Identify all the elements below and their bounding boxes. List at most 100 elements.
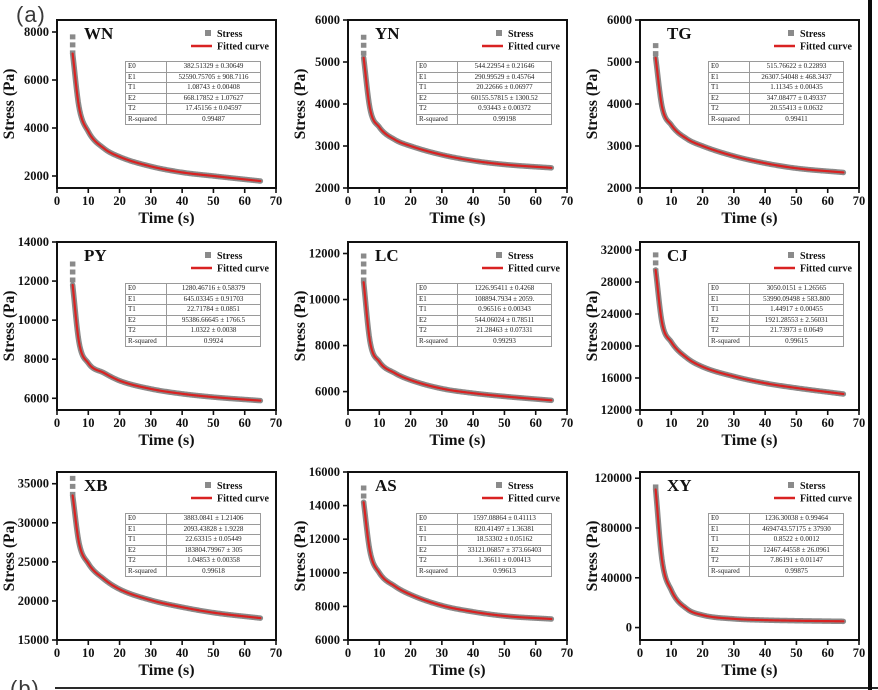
fit-parameter-row: T1 22.71784 ± 0.0851 [125, 304, 261, 316]
fit-parameter-row: T2 7.86191 ± 0.01147 [708, 555, 844, 567]
fit-parameters-table: E0 1280.46716 ± 0.58379 E1 645.03345 ± 0.91… [125, 283, 261, 347]
fit-parameter-value: 0.96516 ± 0.00343 [457, 304, 552, 316]
fit-parameter-label: E2 [125, 544, 167, 556]
x-tick-label: 40 [176, 194, 189, 208]
fit-parameter-row: E2 347.08477 ± 0.49337 [708, 92, 844, 104]
panel-title: AS [375, 476, 397, 495]
x-tick-label: 60 [821, 194, 834, 208]
fit-parameter-label: T1 [416, 82, 458, 94]
x-tick-label: 40 [467, 194, 480, 208]
fitted-curve-series [71, 283, 262, 402]
x-axis-title: Time (s) [138, 210, 194, 227]
panel-title: XB [84, 476, 108, 495]
y-tick-label: 8000 [24, 352, 49, 366]
y-tick-label: 32000 [601, 243, 632, 257]
x-tick-label: 30 [145, 194, 158, 208]
x-tick-label: 30 [436, 646, 449, 660]
chart-panel: 0 10 20 30 40 50 60 70 0 40000 80000 120000 Time (s)… [583, 456, 876, 686]
x-axis-title: Time (s) [721, 662, 777, 679]
x-tick-label: 20 [696, 194, 709, 208]
panel-title: WN [84, 24, 114, 43]
fit-parameter-row: E0 515.76622 ± 0.22893 [708, 61, 844, 73]
fit-parameter-value: 108894.7934 ± 2059. [457, 293, 552, 305]
x-tick-label: 10 [373, 646, 386, 660]
y-axis-title: Stress (Pa) [292, 69, 309, 140]
axes-frame [56, 19, 277, 189]
x-tick-label: 50 [498, 646, 511, 660]
x-tick-label: 50 [207, 416, 220, 430]
fit-parameter-value: 4694743.57175 ± 37930 [749, 523, 844, 535]
x-tick-label: 50 [207, 194, 220, 208]
x-tick-label: 70 [561, 194, 574, 208]
figure-label-b: (b) [10, 676, 40, 690]
y-tick-label: 15000 [18, 633, 49, 647]
figure-right-border [868, 0, 872, 690]
x-tick-label: 10 [82, 646, 95, 660]
fit-parameter-label: E1 [125, 71, 167, 83]
fit-parameter-value: 0.99293 [457, 335, 552, 347]
plot-area: 0 10 20 30 40 50 60 70 2000 3000 4000 5000 6000 Time … [584, 13, 866, 227]
y-tick-label: 35000 [18, 477, 49, 491]
y-tick-label: 12000 [18, 274, 49, 288]
stress-legend-marker [788, 30, 794, 36]
x-tick-label: 60 [529, 194, 542, 208]
y-tick-label: 2000 [24, 169, 49, 183]
fit-parameter-row: T1 22.63315 ± 0.05449 [125, 534, 261, 546]
y-axis-title: Stress (Pa) [584, 521, 601, 592]
panel-title: PY [84, 246, 107, 265]
x-tick-label: 10 [665, 416, 678, 430]
x-tick-label: 20 [113, 646, 126, 660]
stress-legend-marker [788, 252, 794, 258]
x-axis-title: Time (s) [721, 210, 777, 227]
x-tick-label: 70 [853, 646, 866, 660]
fit-parameter-row: T2 1.36611 ± 0.00413 [416, 555, 552, 567]
x-tick-label: 10 [665, 194, 678, 208]
y-tick-label: 16000 [309, 465, 340, 479]
y-axis-title: Stress (Pa) [292, 291, 309, 362]
fit-parameter-row: R-squared 0.99198 [416, 113, 552, 125]
fit-parameter-row: T1 18.53302 ± 0.05162 [416, 534, 552, 546]
x-tick-label: 0 [345, 194, 351, 208]
y-tick-label: 2000 [607, 181, 632, 195]
fit-parameter-label: E1 [416, 293, 458, 305]
fit-parameter-label: R-squared [416, 565, 458, 577]
fit-parameter-row: R-squared 0.9924 [125, 335, 261, 347]
y-axis-title: Stress (Pa) [584, 69, 601, 140]
fit-parameter-value: 382.51329 ± 0.30649 [166, 61, 261, 73]
fit-parameter-value: 0.99613 [457, 565, 552, 577]
plot-area: 0 10 20 30 40 50 60 70 6000 8000 10000 12000 Time (s… [292, 241, 573, 449]
x-tick-label: 40 [759, 416, 772, 430]
fit-parameter-value: 0.99487 [166, 113, 261, 125]
chart-panel: 0 10 20 30 40 50 60 70 2000 4000 6000 8000 Time (s) S… [0, 4, 293, 234]
fit-parameter-row: E2 1921.28553 ± 2.56031 [708, 314, 844, 326]
y-axis-title: Stress (Pa) [584, 291, 601, 362]
fit-parameter-row: T1 0.96516 ± 0.00343 [416, 304, 552, 316]
fit-parameter-value: 17.45156 ± 0.04597 [166, 103, 261, 115]
fit-parameter-label: R-squared [708, 335, 750, 347]
fit-parameter-value: 290.99529 ± 0.45764 [457, 71, 552, 83]
x-tick-label: 10 [373, 194, 386, 208]
fit-parameter-label: R-squared [125, 335, 167, 347]
fit-parameter-label: R-squared [125, 113, 167, 125]
fit-parameter-label: E0 [125, 283, 167, 295]
stress-legend-marker [788, 482, 794, 488]
fit-parameter-value: 22.63315 ± 0.05449 [166, 534, 261, 546]
fit-parameter-row: R-squared 0.99618 [125, 565, 261, 577]
fit-parameter-label: E0 [416, 61, 458, 73]
fit-parameter-value: 60155.57815 ± 1300.52 [457, 92, 552, 104]
fit-parameter-row: E2 668.17852 ± 1.07627 [125, 92, 261, 104]
y-tick-label: 10000 [18, 313, 49, 327]
fit-parameter-value: 1.08743 ± 0.00408 [166, 82, 261, 94]
fitted-curve-series [71, 52, 262, 183]
fit-parameter-value: 1597.08864 ± 0.41113 [457, 513, 552, 525]
fit-parameter-label: R-squared [416, 335, 458, 347]
y-tick-label: 8000 [315, 599, 340, 613]
y-axis-title: Stress (Pa) [1, 521, 18, 592]
fit-parameter-value: 22.71784 ± 0.0851 [166, 304, 261, 316]
fit-parameter-row: T1 1.44917 ± 0.00455 [708, 304, 844, 316]
fit-parameter-label: E2 [125, 314, 167, 326]
x-tick-label: 70 [853, 194, 866, 208]
fitted-curve-legend-label: Fitted curve [508, 264, 560, 275]
x-tick-label: 50 [207, 646, 220, 660]
y-tick-label: 4000 [315, 97, 340, 111]
